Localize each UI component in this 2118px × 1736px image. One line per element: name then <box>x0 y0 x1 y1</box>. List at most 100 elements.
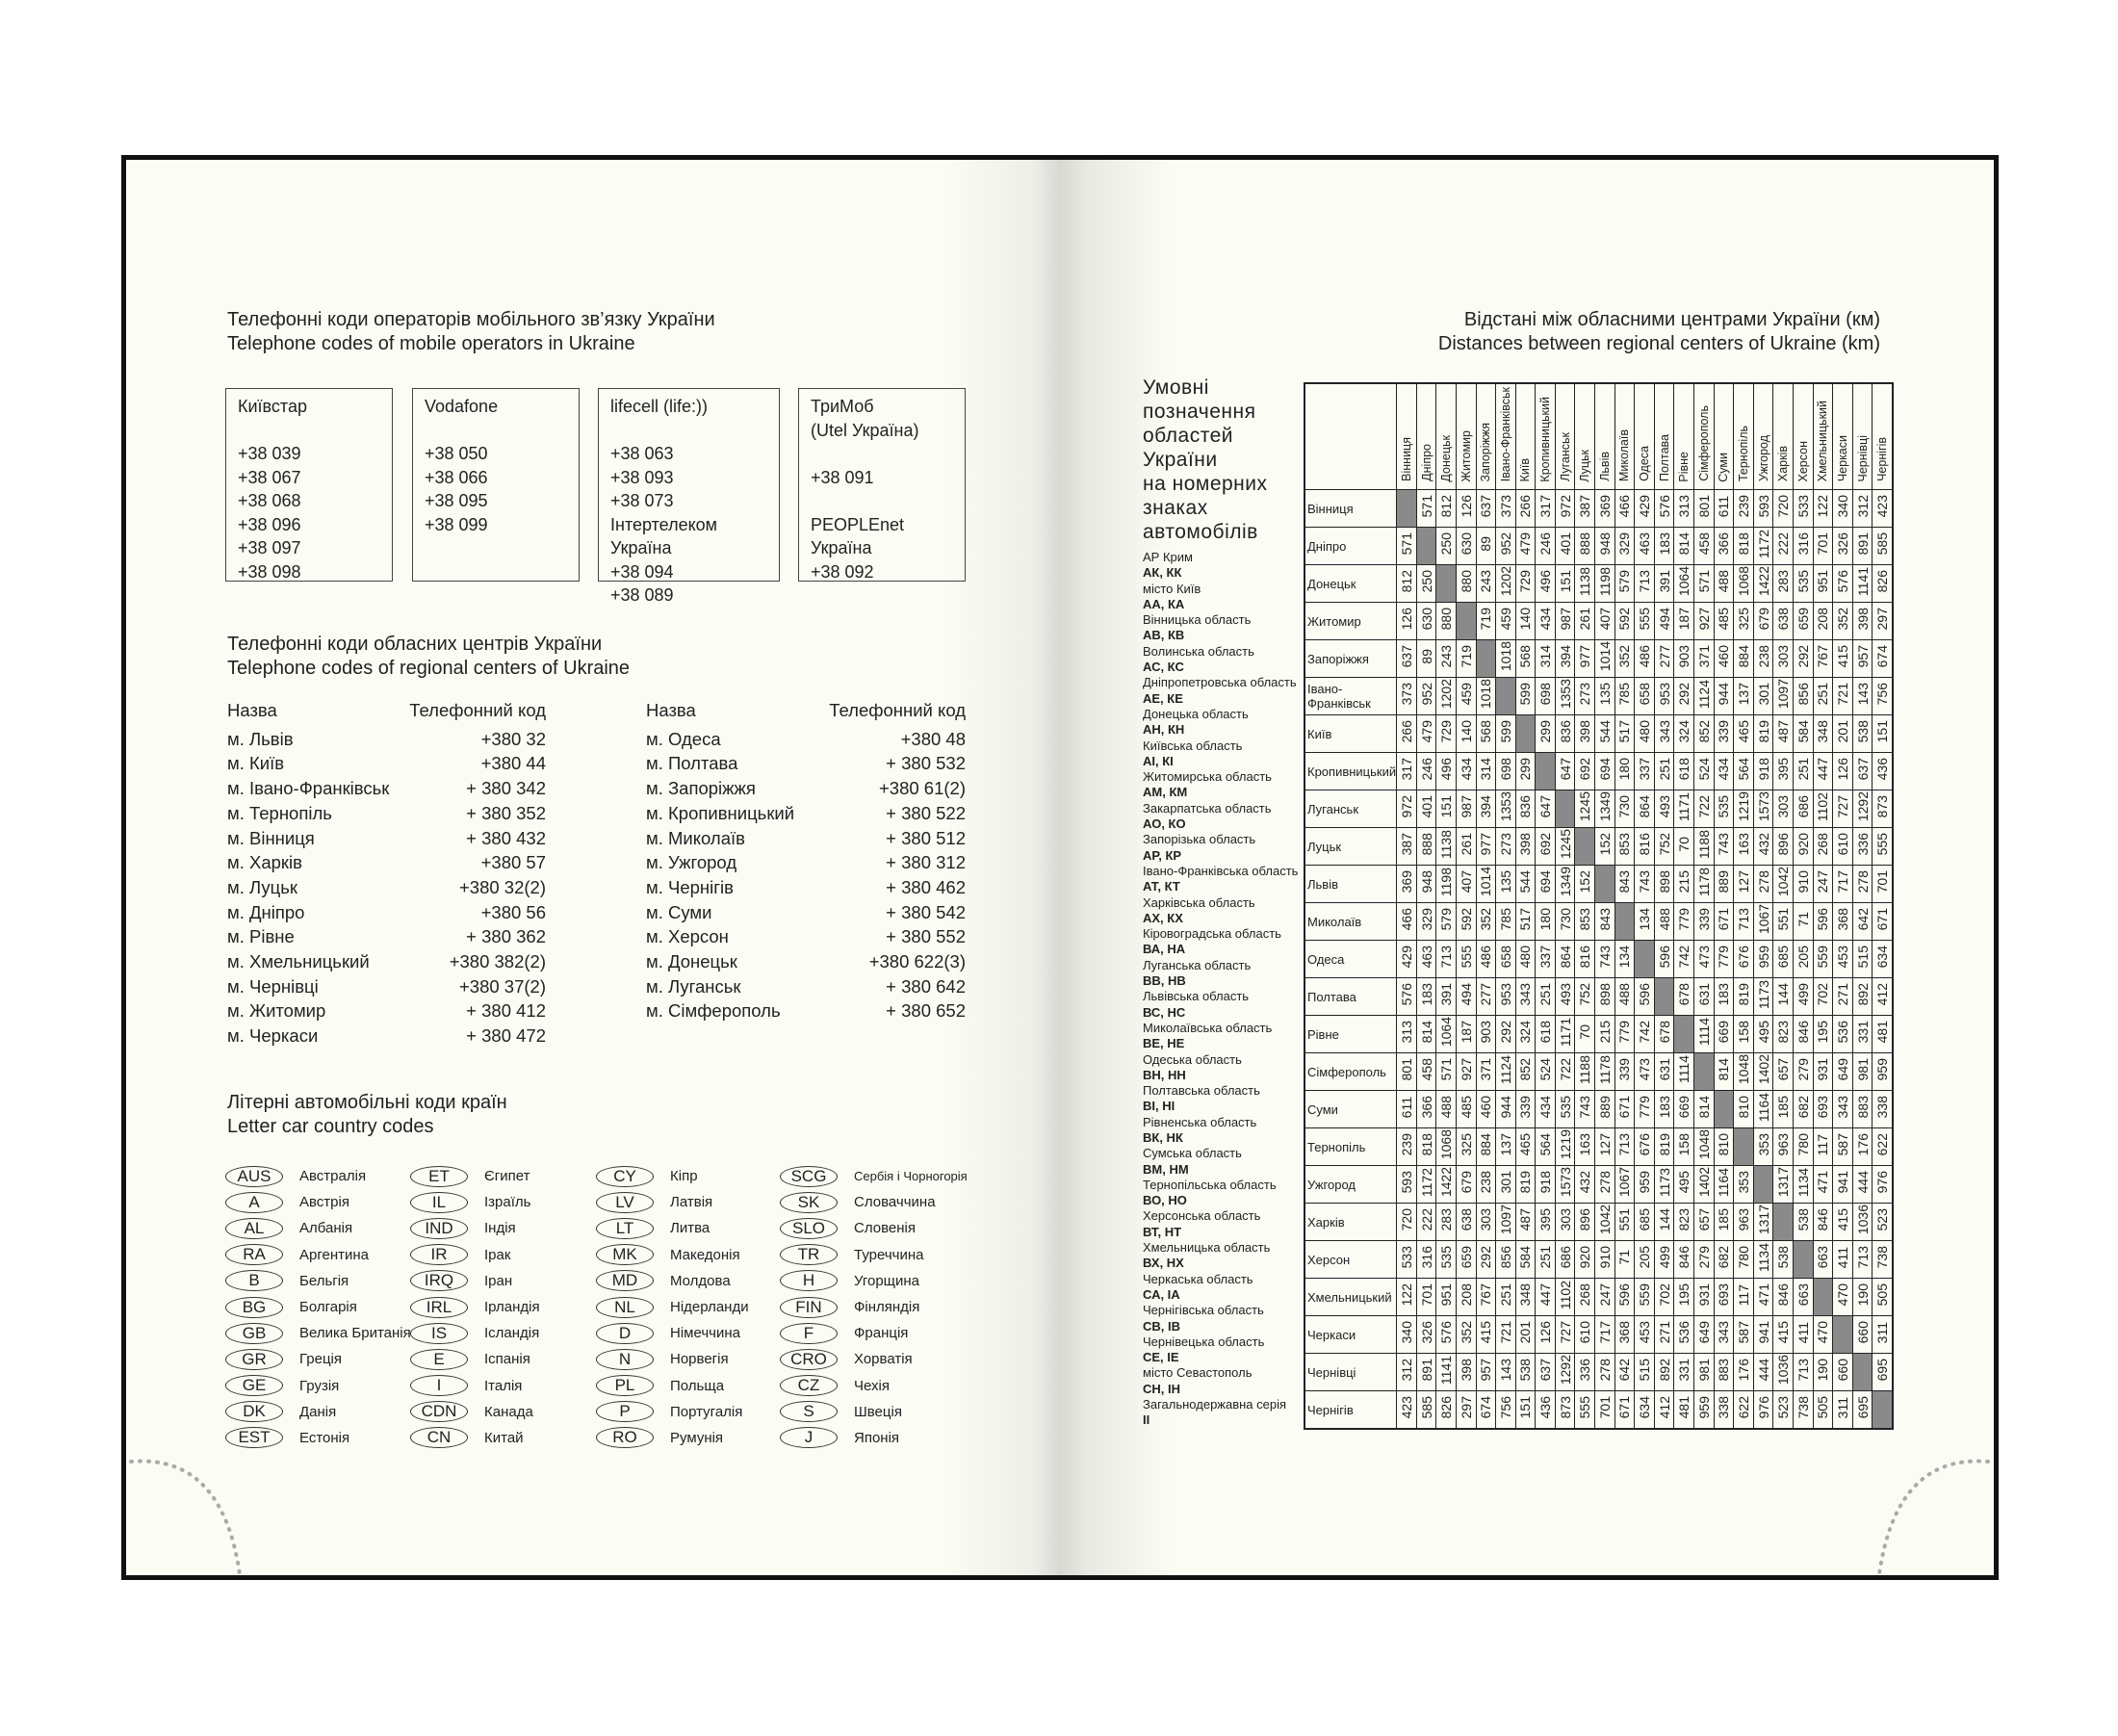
distance-cell: 251 <box>1535 1240 1556 1280</box>
distance-cell: 679 <box>1752 602 1774 641</box>
country-name: Чехія <box>854 1377 890 1394</box>
regional-row: м. Львів +380 32 <box>227 727 546 752</box>
column-city: Дніпро <box>1419 444 1434 482</box>
car-code-row: ET Єгипет <box>410 1163 540 1189</box>
column-city: Чернівці <box>1855 434 1870 482</box>
distance-cell: 719 <box>1455 639 1477 679</box>
car-code-row: I Італія <box>410 1373 540 1399</box>
regional-row: м. Чернігів + 380 462 <box>646 875 966 900</box>
distance-value: 434 <box>1458 758 1474 781</box>
distance-cell: 756 <box>1872 677 1894 716</box>
country-name: Фінляндія <box>854 1299 920 1316</box>
distance-value: 152 <box>1596 833 1613 856</box>
distance-cell: 801 <box>1396 1052 1417 1092</box>
distance-value: 1188 <box>1695 829 1712 859</box>
distance-value: 555 <box>1637 608 1653 631</box>
country-code-oval: GE <box>225 1375 283 1397</box>
diagonal-cell <box>1772 1203 1794 1242</box>
distance-value: 571 <box>1438 1058 1455 1081</box>
column-city: Херсон <box>1795 440 1810 482</box>
distance-value: 564 <box>1736 758 1752 781</box>
diagonal-cell <box>1594 865 1615 904</box>
distance-cell: 1164 <box>1752 1090 1774 1129</box>
car-code-row: F Франція <box>780 1320 968 1346</box>
distance-value: 247 <box>1815 870 1831 894</box>
column-city: Чернігів <box>1875 437 1890 482</box>
distance-value: 373 <box>1497 495 1513 518</box>
distance-cell: 713 <box>1435 940 1457 979</box>
country-code-oval: CY <box>596 1165 654 1187</box>
distance-cell: 576 <box>1653 489 1675 529</box>
distance-cell: 183 <box>1653 527 1675 566</box>
country-code-oval: S <box>780 1401 838 1423</box>
distance-cell: 663 <box>1812 1240 1834 1280</box>
distance-value: 944 <box>1497 1096 1513 1119</box>
distance-value: 756 <box>1497 1396 1513 1419</box>
distance-cell: 637 <box>1851 752 1873 791</box>
distance-value: 1042 <box>1775 867 1792 897</box>
distance-cell: 752 <box>1653 827 1675 867</box>
country-name: Ісландія <box>484 1325 540 1342</box>
row-city: Харків <box>1304 1203 1398 1242</box>
phone-code: + 380 432 <box>466 827 546 848</box>
column-header: Житомир <box>1455 382 1477 491</box>
distance-cell: 535 <box>1713 790 1735 829</box>
region-name: Сумська область <box>1143 1146 1242 1161</box>
country-name: Ірландія <box>484 1299 540 1316</box>
distance-value: 1171 <box>1676 791 1692 821</box>
distance-value: 190 <box>1854 1283 1871 1307</box>
distance-value: 517 <box>1616 720 1633 743</box>
distance-value: 135 <box>1596 683 1613 706</box>
distance-value: 444 <box>1854 1171 1871 1194</box>
distance-cell: 340 <box>1396 1315 1417 1355</box>
table-row: Ужгород 593 1172 1422 679 238 301 819 918 1573 432… <box>1304 1165 1894 1205</box>
distance-cell: 317 <box>1396 752 1417 791</box>
distance-cell: 185 <box>1772 1090 1794 1129</box>
distance-cell: 369 <box>1396 865 1417 904</box>
distance-cell: 701 <box>1415 1278 1437 1317</box>
distance-value: 852 <box>1695 720 1712 743</box>
distance-value: 743 <box>1716 833 1732 856</box>
distance-cell: 352 <box>1614 639 1636 679</box>
regional-row: м. Полтава + 380 532 <box>646 751 966 776</box>
distance-value: 137 <box>1497 1133 1513 1156</box>
distance-value: 429 <box>1398 946 1414 969</box>
distance-cell: 801 <box>1693 489 1715 529</box>
distance-cell: 415 <box>1832 639 1853 679</box>
regional-row: м. Дніпро +380 56 <box>227 900 546 925</box>
distance-cell: 436 <box>1535 1390 1556 1430</box>
distance-cell: 1172 <box>1415 1165 1437 1205</box>
distance-cell: 183 <box>1415 977 1437 1017</box>
distance-value: 488 <box>1438 1096 1455 1119</box>
distance-value: 888 <box>1577 532 1593 556</box>
distance-cell: 713 <box>1851 1240 1873 1280</box>
distance-cell: 987 <box>1455 790 1477 829</box>
distance-value: 647 <box>1557 758 1573 781</box>
country-code-oval: AUS <box>225 1165 283 1187</box>
country-code-oval: SK <box>780 1191 838 1213</box>
distance-value: 853 <box>1616 833 1633 856</box>
distance-value: 126 <box>1834 758 1850 781</box>
distance-value: 1172 <box>1755 529 1771 558</box>
distance-value: 215 <box>1676 870 1692 894</box>
distance-value: 952 <box>1497 532 1513 556</box>
distance-cell: 329 <box>1415 902 1437 942</box>
distance-value: 246 <box>1418 758 1434 781</box>
phone-code: +38 067 <box>238 467 301 487</box>
distance-cell: 292 <box>1793 639 1814 679</box>
distance-cell: 444 <box>1851 1165 1873 1205</box>
diagonal-cell <box>1535 752 1556 791</box>
distance-value: 283 <box>1438 1208 1455 1231</box>
distance-cell: 976 <box>1872 1165 1894 1205</box>
distance-value: 371 <box>1695 645 1712 668</box>
phone-code: +38 099 <box>425 514 488 534</box>
distance-cell: 1138 <box>1435 827 1457 867</box>
distance-value: 1245 <box>1557 829 1573 860</box>
distance-value: 1349 <box>1557 867 1573 897</box>
distance-value: 568 <box>1517 645 1534 668</box>
country-code-oval: PL <box>596 1375 654 1397</box>
distance-value: 826 <box>1874 570 1891 593</box>
distance-value: 846 <box>1795 1021 1811 1044</box>
diagonal-cell <box>1693 1052 1715 1092</box>
distance-cell: 163 <box>1733 827 1754 867</box>
